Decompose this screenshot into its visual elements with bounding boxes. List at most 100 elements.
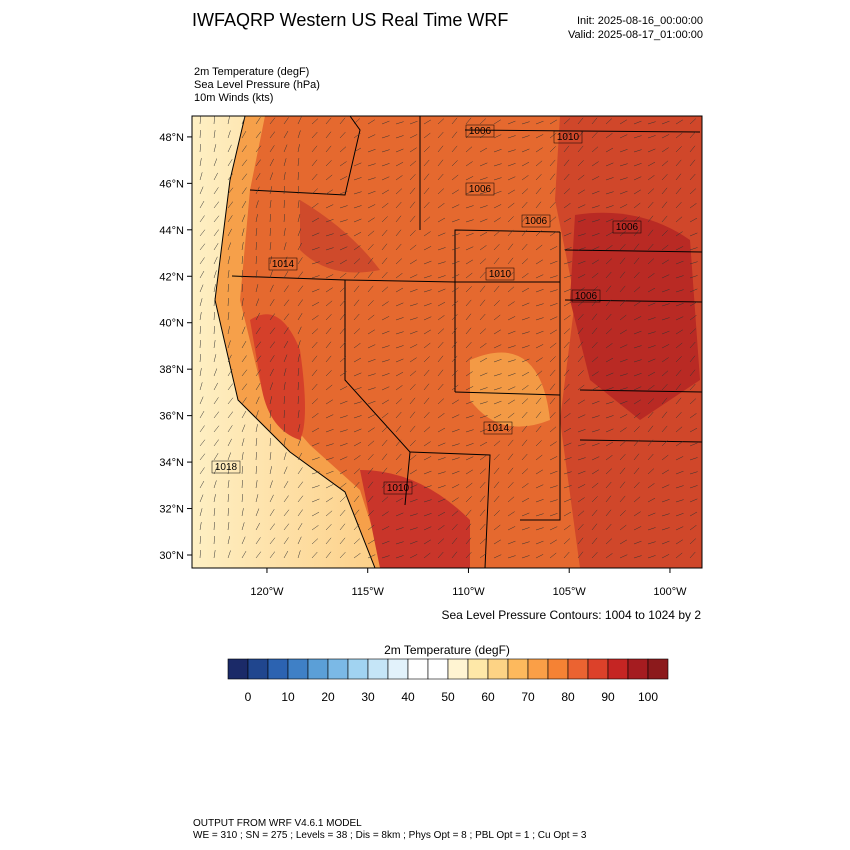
- wind-barb: [283, 200, 285, 209]
- wind-barb: [675, 303, 684, 307]
- wind-barb: [647, 229, 654, 237]
- wind-barb: [423, 526, 432, 531]
- wind-barb: [493, 244, 500, 251]
- wind-barb: [507, 526, 516, 531]
- wind-barb: [311, 315, 319, 321]
- wind-barb: [605, 245, 613, 251]
- wind-barb: [325, 524, 332, 531]
- wind-barb: [409, 527, 418, 531]
- wind-barb: [241, 369, 248, 377]
- wind-barb: [437, 145, 444, 153]
- wind-barb: [577, 370, 584, 377]
- wind-barb: [521, 541, 530, 545]
- wind-barb: [283, 424, 286, 433]
- wind-barb: [675, 246, 684, 251]
- wind-barb: [647, 497, 656, 503]
- wind-barb: [339, 443, 348, 447]
- wind-barb: [199, 396, 204, 405]
- wind-barb: [395, 121, 404, 125]
- lon-tick-label: 105°W: [553, 586, 587, 598]
- init-time: Init: 2025-08-16_00:00:00: [577, 15, 703, 27]
- wind-barb: [381, 316, 390, 321]
- wind-barb: [283, 117, 289, 125]
- colorbar-box: [267, 658, 289, 680]
- wind-barb: [605, 441, 614, 447]
- wind-barb: [605, 428, 614, 433]
- wind-barb: [493, 524, 501, 531]
- wind-barb: [367, 230, 375, 237]
- wind-barb: [437, 232, 446, 237]
- wind-barb: [605, 538, 613, 545]
- wind-barb: [591, 272, 599, 279]
- wind-barb: [409, 274, 418, 279]
- wind-barb: [577, 260, 586, 265]
- wind-barb: [241, 340, 247, 349]
- wind-barb: [339, 286, 346, 293]
- wind-barb: [451, 287, 459, 293]
- wind-barb: [325, 145, 332, 153]
- wind-barb: [591, 415, 600, 419]
- wind-barb: [213, 397, 219, 405]
- wind-barb: [269, 355, 275, 363]
- wind-barb: [633, 412, 641, 419]
- wind-barb: [465, 161, 473, 167]
- wind-barb: [549, 289, 558, 293]
- contour-label: 1010: [557, 132, 580, 143]
- wind-barb: [269, 228, 271, 237]
- wind-barb: [283, 186, 286, 195]
- wind-barb: [591, 552, 598, 559]
- wind-barb: [339, 456, 348, 461]
- wind-barb: [633, 359, 642, 363]
- wind-barb: [507, 202, 515, 209]
- wind-barb: [563, 232, 572, 237]
- wind-barb: [409, 454, 417, 461]
- wind-barb: [507, 176, 516, 181]
- wind-barb: [367, 495, 374, 503]
- wind-barb: [661, 244, 669, 251]
- wind-barb: [591, 443, 600, 447]
- wind-barb: [465, 176, 474, 181]
- wind-barb: [227, 425, 233, 433]
- wind-barb: [199, 130, 201, 139]
- wind-barb: [619, 163, 628, 167]
- wind-barb: [311, 301, 320, 307]
- wind-barb: [311, 511, 320, 517]
- wind-barb: [213, 144, 217, 153]
- colorbar-box: [427, 658, 449, 680]
- wind-barb: [689, 275, 698, 279]
- wind-barb: [479, 191, 488, 195]
- wind-barb: [283, 242, 287, 251]
- wind-barb: [493, 163, 502, 167]
- wind-barb: [409, 160, 417, 167]
- wind-barb: [437, 442, 446, 447]
- wind-barb: [479, 271, 486, 279]
- wind-barb: [353, 191, 362, 195]
- wind-barb: [479, 313, 486, 321]
- wind-barb: [381, 526, 390, 531]
- wind-barb: [339, 482, 347, 489]
- wind-barb: [689, 173, 696, 181]
- wind-barb: [213, 270, 217, 279]
- wind-barb: [577, 384, 585, 391]
- wind-barb: [353, 481, 360, 489]
- wind-barb: [325, 414, 334, 419]
- wind-barb: [647, 453, 654, 461]
- wind-barb: [255, 424, 258, 433]
- wind-barb: [409, 147, 417, 153]
- wind-barb: [269, 410, 272, 419]
- wind-barb: [241, 424, 246, 433]
- colorbar-box: [467, 658, 489, 680]
- wind-barb: [339, 161, 347, 167]
- wind-barb: [395, 188, 403, 195]
- colorbar-box: [587, 658, 609, 680]
- wind-barb: [311, 247, 320, 251]
- wind-barb: [451, 537, 458, 545]
- colorbar-tick-label: 100: [638, 690, 658, 704]
- wind-barb: [367, 373, 376, 377]
- wind-barb: [269, 424, 271, 433]
- wind-barb: [409, 289, 418, 293]
- wind-barb: [689, 538, 696, 545]
- wind-barb: [507, 189, 515, 195]
- wind-barb: [549, 397, 556, 405]
- colorbar-box: [407, 658, 429, 680]
